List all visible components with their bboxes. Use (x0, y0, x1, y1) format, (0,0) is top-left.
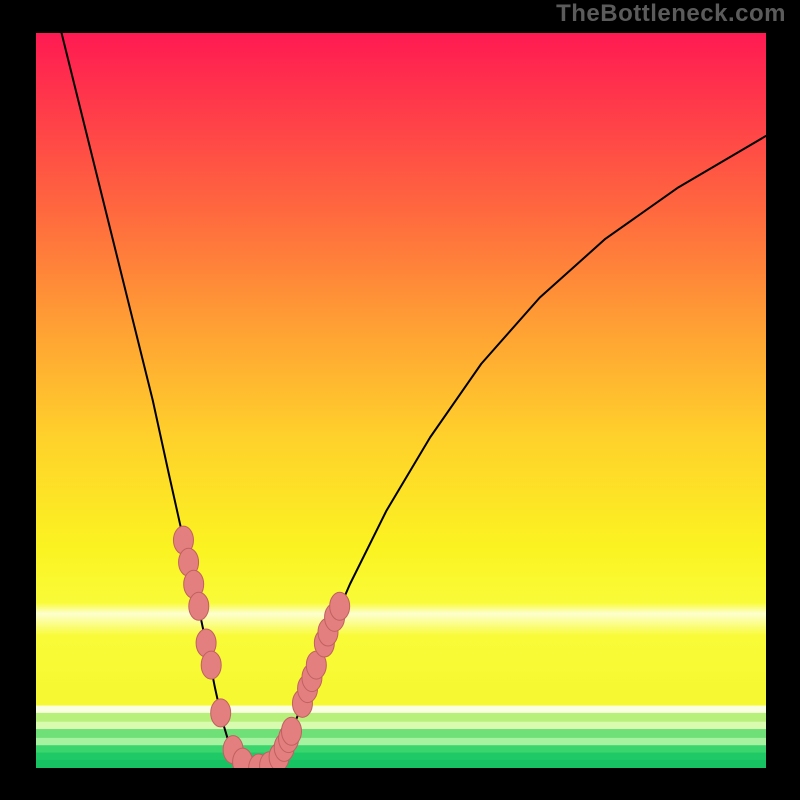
marker-point (282, 717, 302, 745)
bottom-stripe (36, 729, 766, 738)
plot-svg (36, 33, 766, 768)
marker-point (189, 592, 209, 620)
bottom-stripe (36, 706, 766, 714)
marker-point (330, 592, 350, 620)
marker-point (201, 651, 221, 679)
bottom-stripe (36, 760, 766, 768)
marker-point (211, 699, 231, 727)
bottom-stripe (36, 753, 766, 761)
bottom-stripe (36, 738, 766, 746)
bottom-stripe (36, 745, 766, 753)
bottom-stripe (36, 722, 766, 730)
plot-area (36, 33, 766, 768)
chart-root: TheBottleneck.com (0, 0, 800, 800)
plot-background (36, 33, 766, 768)
bottom-stripe (36, 713, 766, 722)
watermark: TheBottleneck.com (556, 0, 786, 28)
